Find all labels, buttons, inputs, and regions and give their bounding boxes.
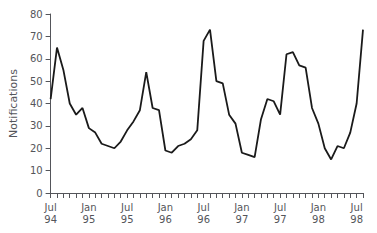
svg-text:80: 80 xyxy=(30,9,43,20)
svg-text:Jan: Jan xyxy=(310,202,326,213)
svg-text:20: 20 xyxy=(30,143,43,154)
svg-text:95: 95 xyxy=(83,214,96,225)
svg-text:97: 97 xyxy=(236,214,249,225)
svg-text:95: 95 xyxy=(121,214,134,225)
svg-text:Jan: Jan xyxy=(80,202,96,213)
svg-text:98: 98 xyxy=(350,214,363,225)
svg-text:40: 40 xyxy=(30,98,43,109)
svg-text:Jan: Jan xyxy=(157,202,173,213)
svg-text:Jul: Jul xyxy=(197,202,210,213)
svg-text:50: 50 xyxy=(30,76,43,87)
svg-text:96: 96 xyxy=(159,214,172,225)
svg-text:Jul: Jul xyxy=(273,202,286,213)
svg-text:94: 94 xyxy=(44,214,57,225)
svg-text:60: 60 xyxy=(30,53,43,64)
svg-text:70: 70 xyxy=(30,31,43,42)
svg-text:Notifications: Notifications xyxy=(7,69,20,138)
svg-text:98: 98 xyxy=(312,214,325,225)
svg-text:0: 0 xyxy=(36,188,42,199)
svg-text:10: 10 xyxy=(30,165,43,176)
svg-text:Jul: Jul xyxy=(120,202,133,213)
svg-text:30: 30 xyxy=(30,120,43,131)
svg-text:96: 96 xyxy=(197,214,210,225)
svg-text:97: 97 xyxy=(274,214,287,225)
svg-text:Jan: Jan xyxy=(233,202,249,213)
svg-text:Jul: Jul xyxy=(44,202,57,213)
svg-text:Jul: Jul xyxy=(350,202,363,213)
